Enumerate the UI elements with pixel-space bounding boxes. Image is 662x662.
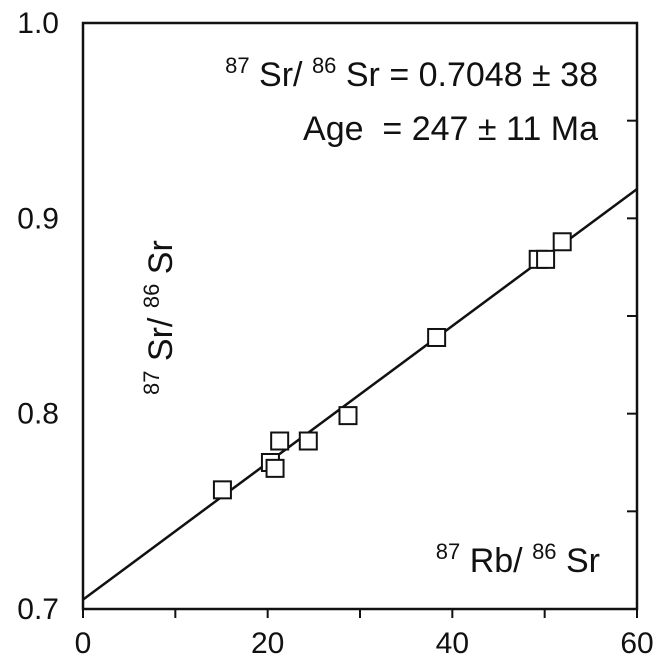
ylabel-sup-86: 86 (139, 284, 164, 308)
initial-ratio-annotation: 87 Sr/ 86 Sr = 0.7048 ± 38 (225, 43, 598, 94)
data-point (212, 480, 232, 500)
ratio-sup-87: 87 (225, 53, 249, 78)
tick-labels: 0 20 40 60 0.7 0.8 0.9 1.0 (17, 7, 653, 660)
ratio-text-value: Sr = 0.7048 ± 38 (346, 56, 598, 94)
data-point (338, 406, 358, 426)
x-tick-label: 40 (436, 627, 469, 660)
x-tick-label: 20 (251, 627, 284, 660)
data-point (427, 327, 447, 347)
axis-ticks (82, 119, 638, 618)
ratio-text-sr: Sr/ (259, 56, 303, 94)
ylabel-text-sr2: Sr (142, 240, 180, 274)
xlabel-text-sr: Sr (566, 542, 600, 580)
x-tick-label: 60 (620, 627, 653, 660)
ylabel-text-sr: Sr/ (142, 317, 180, 361)
age-annotation: Age = 247 ± 11 Ma (303, 110, 598, 148)
x-axis-label: 87 Rb/ 86 Sr (436, 529, 600, 580)
y-tick-label: 0.7 (17, 593, 59, 626)
y-axis-label: 87 Sr/ 86 Sr (129, 240, 180, 395)
ratio-sup-86: 86 (312, 53, 336, 78)
data-point (265, 458, 285, 478)
data-point (536, 249, 556, 269)
y-tick-label: 1.0 (17, 7, 59, 40)
y-tick-label: 0.9 (17, 202, 59, 235)
ylabel-sup-87: 87 (139, 371, 164, 395)
x-tick-label: 0 (75, 627, 92, 660)
xlabel-sup-86: 86 (532, 539, 556, 564)
y-tick-label: 0.8 (17, 398, 59, 431)
data-point (270, 431, 290, 451)
data-point (552, 232, 572, 252)
xlabel-sup-87: 87 (436, 539, 460, 564)
data-point (298, 431, 318, 451)
xlabel-text-rb: Rb/ (470, 542, 523, 580)
data-points (212, 232, 572, 500)
